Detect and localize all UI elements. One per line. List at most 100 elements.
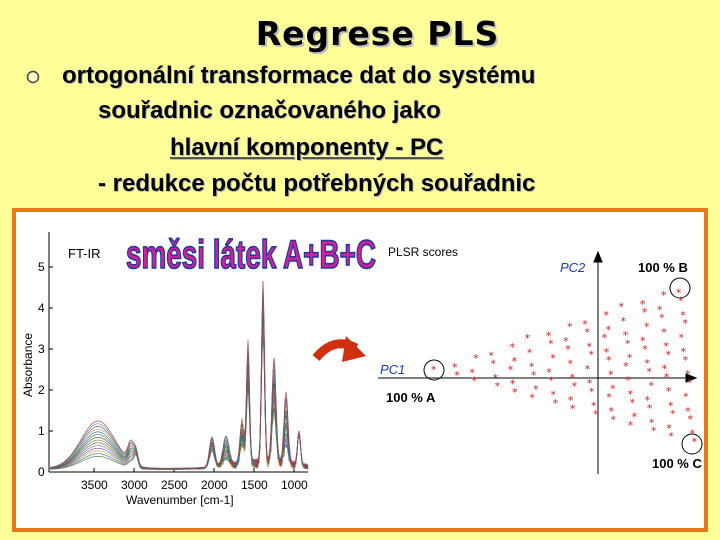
score-point: * [645, 394, 651, 407]
score-point: * [647, 402, 653, 415]
score-point: * [670, 408, 676, 421]
y-axis-label: Absorbance [21, 333, 35, 397]
score-point: * [657, 303, 663, 316]
score-point: * [644, 320, 650, 333]
score-point: * [679, 331, 685, 344]
score-point: * [565, 343, 571, 356]
spectrum-lines [49, 280, 309, 470]
score-point: * [666, 422, 672, 435]
score-point: * [550, 352, 556, 365]
scores-label: PLSR scores [388, 245, 458, 259]
score-point: * [619, 301, 625, 314]
score-point: * [567, 357, 573, 370]
score-point: * [567, 321, 573, 334]
bullet-line-2: souřadnic označovaného jako [98, 97, 441, 124]
score-point: * [687, 413, 693, 426]
score-point: * [454, 369, 460, 382]
score-point: * [546, 366, 552, 379]
y-tick-label: 0 [38, 465, 45, 479]
score-point: * [683, 354, 689, 367]
score-point: * [627, 388, 633, 401]
score-point: * [659, 312, 665, 325]
score-point: * [640, 335, 646, 348]
y-tick-marks: 0 1 2 3 4 5 [38, 260, 53, 479]
x-tick-label: 3500 [81, 478, 108, 492]
score-point: * [452, 361, 458, 374]
score-point: * [510, 378, 516, 391]
spectrum-trace [49, 322, 309, 470]
score-point: * [610, 413, 616, 426]
x-tick-label: 2000 [201, 478, 228, 492]
score-point: * [473, 352, 479, 365]
score-point: * [586, 340, 592, 353]
score-point: * [644, 357, 650, 370]
pc-link[interactable]: hlavní komponenty - PC [170, 134, 444, 161]
score-point: * [606, 354, 612, 367]
score-point: * [685, 405, 691, 418]
bullet-line-1: ortogonální transformace dat do systému [62, 62, 536, 89]
score-point: * [572, 380, 578, 393]
score-point: * [589, 385, 595, 398]
spectrum-trace [49, 307, 309, 470]
corner-c-label: 100 % C [652, 456, 702, 471]
score-point: * [627, 352, 633, 365]
score-point: * [471, 375, 477, 388]
score-point: * [508, 363, 514, 376]
score-point: * [692, 436, 698, 449]
score-point: * [690, 427, 696, 440]
score-point: * [495, 380, 501, 393]
score-point: * [493, 372, 499, 385]
score-point: * [625, 374, 631, 387]
score-point: * [628, 419, 634, 432]
score-point: * [642, 343, 648, 356]
x-tick-label: 2500 [161, 478, 188, 492]
score-point: * [662, 363, 668, 376]
score-point: * [527, 346, 533, 359]
y-tick-label: 1 [38, 424, 45, 438]
score-point: * [687, 376, 693, 389]
score-point: * [649, 416, 655, 429]
score-point: * [663, 340, 669, 353]
x-tick-label: 3000 [121, 478, 148, 492]
score-point: * [529, 391, 535, 404]
corner-b-label: 100 % B [638, 260, 688, 275]
spectrum-trace [49, 294, 309, 469]
spectrum-trace [49, 292, 309, 469]
score-point: * [666, 385, 672, 398]
score-point: * [676, 286, 682, 299]
score-point: * [661, 326, 667, 339]
spectrum-trace [49, 304, 309, 470]
score-point: * [589, 349, 595, 362]
score-point: * [553, 397, 559, 410]
score-point: * [570, 402, 576, 415]
score-point: * [661, 289, 667, 302]
score-point: * [525, 332, 531, 345]
score-point: * [529, 361, 535, 374]
score-point: * [548, 338, 554, 351]
score-point: * [546, 329, 552, 342]
score-point: * [651, 425, 657, 438]
score-point: * [681, 346, 687, 359]
score-point: * [646, 365, 652, 378]
score-point: * [584, 326, 590, 339]
score-point: * [621, 315, 627, 328]
corner-a-label: 100 % A [386, 390, 436, 405]
score-point: * [431, 364, 437, 377]
score-point: * [649, 380, 655, 393]
y-tick-label: 5 [38, 260, 45, 274]
bullet-icon [26, 70, 40, 84]
x-tick-label: 1000 [281, 478, 308, 492]
score-point: * [678, 295, 684, 308]
score-point: * [608, 405, 614, 418]
pc2-label: PC2 [560, 260, 586, 275]
score-point: * [680, 309, 686, 322]
score-point: * [587, 377, 593, 390]
score-point: * [605, 324, 611, 337]
score-point: * [550, 389, 556, 402]
score-point: * [593, 408, 599, 421]
score-point: * [603, 309, 609, 322]
score-point: * [665, 348, 671, 361]
score-points: * * * * * * * * * * * * * ** * * * * * * * * * * * ** * * * * * * * * * * **… [431, 286, 698, 448]
mixture-caption: směsi látek A+B+C [126, 233, 376, 277]
spectrum-axes [48, 232, 308, 473]
